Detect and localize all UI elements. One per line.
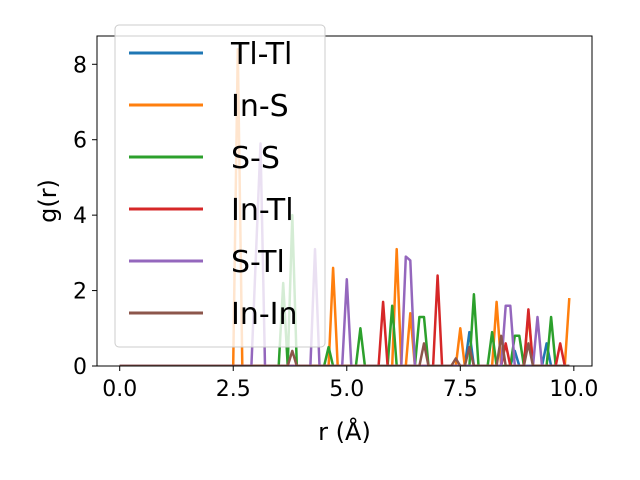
series-layer	[119, 47, 571, 366]
x-tick-label: 0.0	[102, 377, 137, 402]
legend-label-in-tl: In-Tl	[231, 193, 294, 228]
x-axis-label: r (Å)	[318, 417, 371, 446]
x-tick-label: 10.0	[549, 377, 598, 402]
y-tick-label: 0	[73, 355, 87, 380]
y-ticks: 0 2 4 6 8	[73, 53, 97, 380]
y-tick-label: 8	[73, 53, 87, 78]
legend-label-in-s: In-S	[231, 89, 289, 124]
legend: Tl-Tl In-S S-S In-Tl S-Tl In-In	[114, 24, 326, 348]
x-tick-label: 5.0	[329, 377, 364, 402]
x-tick-label: 2.5	[216, 377, 251, 402]
legend-label-s-s: S-S	[231, 141, 280, 176]
y-tick-label: 2	[73, 280, 87, 305]
series-line-s-tl	[119, 142, 570, 366]
legend-label-tl-tl: Tl-Tl	[230, 37, 292, 72]
y-tick-label: 4	[73, 204, 87, 229]
legend-label-in-in: In-In	[231, 297, 298, 332]
series-line-s-s	[119, 213, 570, 366]
y-axis-label: g(r)	[34, 179, 62, 223]
x-tick-label: 7.5	[443, 377, 478, 402]
legend-label-s-tl: S-Tl	[231, 245, 285, 280]
plot-frame	[96, 35, 593, 367]
y-tick-label: 6	[73, 129, 87, 154]
x-ticks: 0.0 2.5 5.0 7.5 10.0	[102, 366, 598, 402]
